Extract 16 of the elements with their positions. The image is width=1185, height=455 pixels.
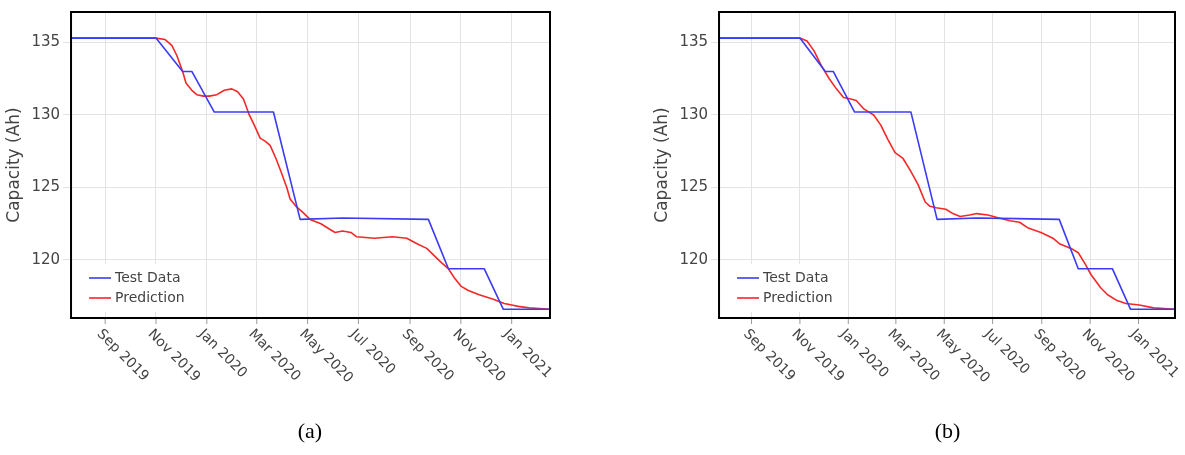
y-tick-label: 125 <box>31 177 61 196</box>
text: (a) <box>296 418 324 444</box>
y-tick-label: 130 <box>31 104 61 123</box>
y-tick-label: 125 <box>679 177 709 196</box>
legend-label: Test Data <box>114 268 181 285</box>
y-tick-label: 135 <box>679 32 709 51</box>
y-axis-title: Capacity (Ah) <box>650 107 671 223</box>
y-tick-label: 120 <box>679 249 709 268</box>
legend-label: Prediction <box>763 288 833 305</box>
y-axis-title: Capacity (Ah) <box>2 107 23 223</box>
legend-label: Test Data <box>762 268 829 285</box>
y-tick-label: 130 <box>679 104 709 123</box>
y-tick-label: 120 <box>31 249 61 268</box>
text: (b) <box>933 418 962 444</box>
y-tick-label: 135 <box>31 32 61 51</box>
legend-label: Prediction <box>115 288 185 305</box>
